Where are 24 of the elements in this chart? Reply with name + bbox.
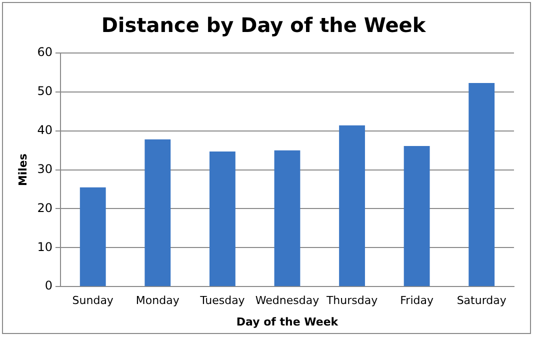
bar <box>274 150 300 286</box>
y-tick-label: 20 <box>37 200 52 215</box>
bar <box>404 146 430 286</box>
y-tick-label: 0 <box>44 278 52 293</box>
x-tick-label: Friday <box>400 294 434 308</box>
x-tick-label: Saturday <box>456 294 507 308</box>
y-tick-label: 30 <box>37 162 52 176</box>
x-axis-title: Day of the Week <box>236 315 339 328</box>
y-tick-label: 60 <box>37 45 52 60</box>
y-tick-label: 40 <box>37 122 52 137</box>
y-axis-title: Miles <box>16 153 30 186</box>
x-tick-label: Tuesday <box>199 294 246 308</box>
x-tick-label: Wednesday <box>255 294 320 308</box>
y-tick-label: 50 <box>37 84 52 98</box>
x-tick-label: Sunday <box>72 294 114 308</box>
bar <box>144 139 171 286</box>
bar <box>209 152 236 286</box>
bar <box>339 125 365 286</box>
bar <box>80 187 106 286</box>
y-tick-label: 10 <box>37 240 52 254</box>
x-tick-label: Monday <box>136 294 180 308</box>
chart-title: Distance by Day of the Week <box>101 13 426 38</box>
bar <box>468 82 495 286</box>
x-tick-label: Thursday <box>325 294 378 308</box>
